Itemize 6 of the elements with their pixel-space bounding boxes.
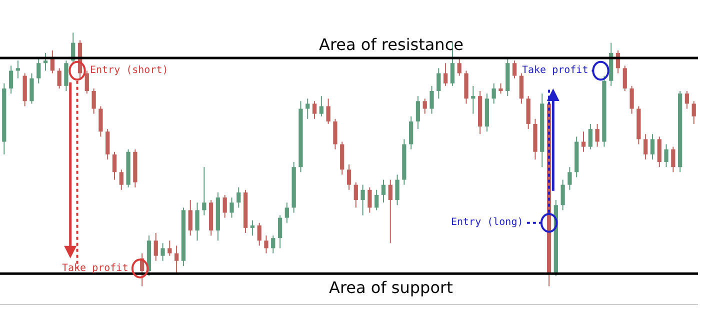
ref-line-label: Area of support [329, 278, 453, 297]
annotation: Take profit [62, 263, 128, 274]
annotation: Entry (long) [451, 217, 524, 228]
ref-line-label: Area of resistance [319, 35, 464, 54]
annotation: Take profit [522, 65, 588, 76]
annotation: Entry (short) [90, 65, 168, 76]
